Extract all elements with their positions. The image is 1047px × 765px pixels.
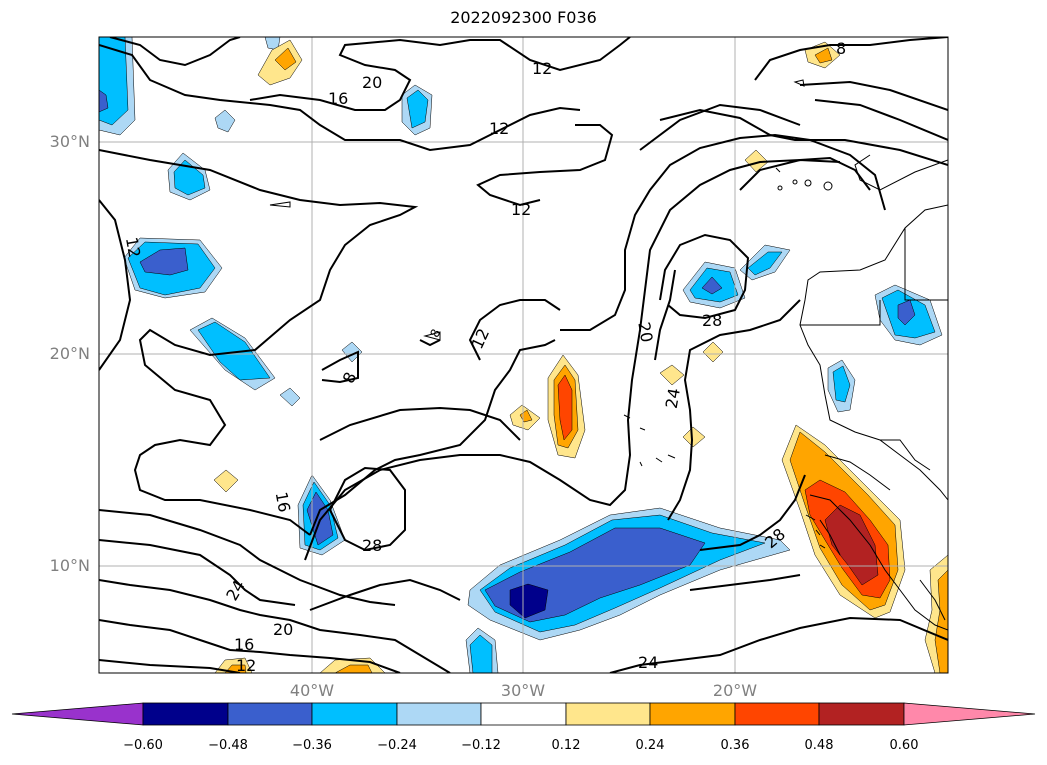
contour-label: 12 <box>489 119 509 138</box>
contour-label: 24 <box>662 387 684 410</box>
lat-label: 10°N <box>49 556 90 575</box>
contour-label: 16 <box>234 635 254 654</box>
colorbar-tick-label: 0.36 <box>720 738 750 753</box>
colorbar-tick-label: −0.36 <box>292 738 332 753</box>
contour-label: 8 <box>836 39 846 58</box>
colorbar-tick-label: −0.12 <box>461 738 501 753</box>
contour-lines <box>99 37 948 673</box>
colorbar-tick-label: −0.60 <box>123 738 163 753</box>
colorbar-extend-high <box>903 702 1036 726</box>
colorbar-tick-label: 0.24 <box>635 738 665 753</box>
colorbar-tick-label: 0.12 <box>551 738 581 753</box>
lon-label: 40°W <box>289 681 335 700</box>
colorbar-extend-low <box>11 702 144 726</box>
lat-label: 30°N <box>49 132 90 151</box>
contour-label: 24 <box>638 653 658 672</box>
colorbar-tick-label: 0.60 <box>889 738 919 753</box>
contour-label: 20 <box>362 73 382 92</box>
lat-label: 20°N <box>49 344 90 363</box>
gridlines <box>99 37 948 673</box>
contour-label: 20 <box>634 321 656 344</box>
colorbar-tick-label: −0.48 <box>208 738 248 753</box>
contour-label: 12 <box>236 656 256 675</box>
lon-label: 30°W <box>500 681 546 700</box>
plot-area: 20 16 12 12 12 12 8 12 8 8 20 28 24 16 2… <box>99 37 948 675</box>
contour-label: 16 <box>328 89 348 108</box>
contour-label: 28 <box>362 536 382 555</box>
contour-label: 12 <box>532 59 552 78</box>
colorbar-tick-label: −0.24 <box>377 738 417 753</box>
contour-label: 16 <box>272 490 294 513</box>
plot-frame <box>98 36 949 674</box>
contour-label: 12 <box>122 236 144 259</box>
contour-label: 20 <box>273 620 293 639</box>
coastlines <box>269 79 948 631</box>
contour-label: 28 <box>702 311 722 330</box>
contour-label: 12 <box>511 200 531 219</box>
colorbar <box>11 702 1036 726</box>
lon-label: 20°W <box>712 681 758 700</box>
map-title: 2022092300 F036 <box>450 8 597 27</box>
colorbar-tick-label: 0.48 <box>804 738 834 753</box>
